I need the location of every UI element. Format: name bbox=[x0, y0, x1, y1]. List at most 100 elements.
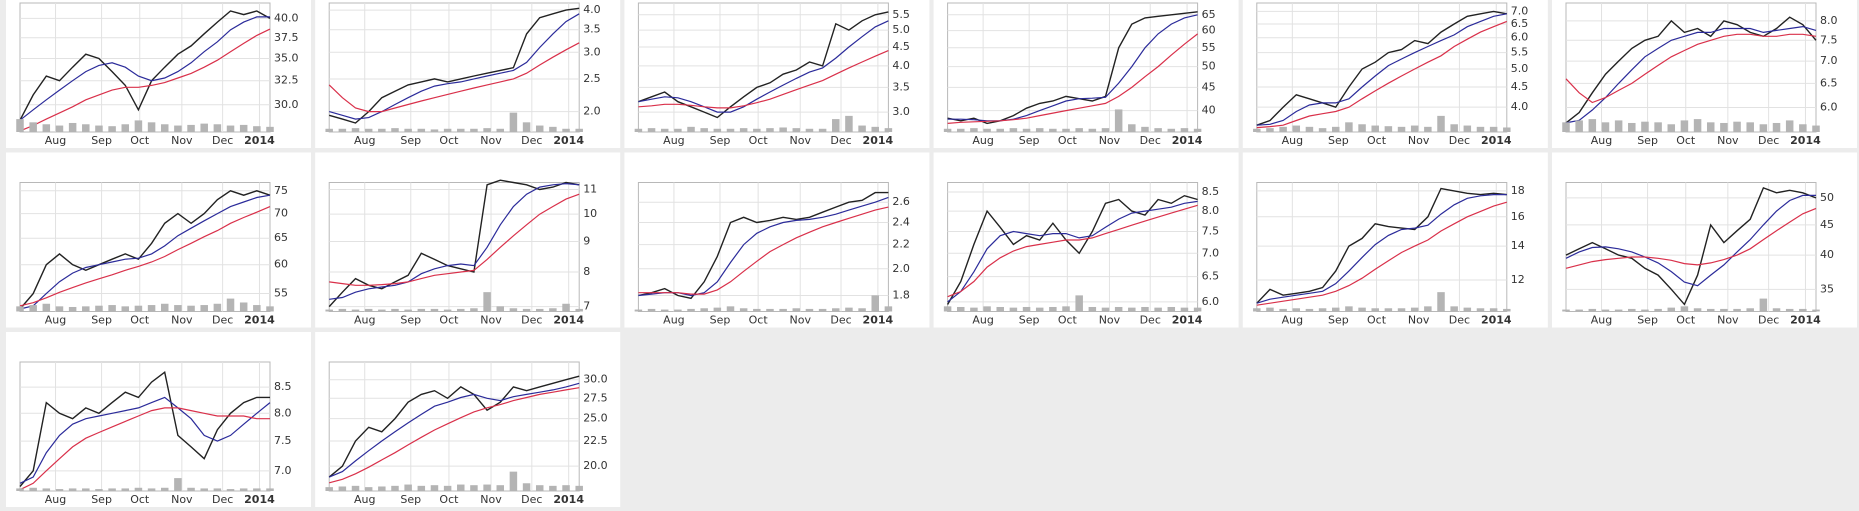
volume-bar bbox=[108, 126, 116, 132]
volume-bar bbox=[213, 488, 222, 491]
y-tick-label: 16 bbox=[1511, 210, 1525, 223]
stock-chart: 5.5 5.0 4.5 4.0 3.5 3.0 Aug Sep Oct Nov Dec 2014 bbox=[624, 0, 930, 148]
volume-bar bbox=[1154, 307, 1162, 312]
volume-bar bbox=[1253, 128, 1261, 132]
y-tick-label: 55 bbox=[274, 287, 288, 300]
x-tick-label: Oct bbox=[130, 134, 150, 147]
volume-bar bbox=[253, 305, 261, 312]
volume-bar bbox=[549, 485, 557, 491]
volume-bar bbox=[943, 306, 952, 312]
volume-bar bbox=[147, 305, 156, 312]
plot-area bbox=[328, 361, 580, 492]
y-tick-label: 7.0 bbox=[274, 464, 292, 477]
volume-bar bbox=[1489, 308, 1498, 312]
volume-bar bbox=[1180, 307, 1189, 312]
y-tick-label: 35 bbox=[1820, 282, 1834, 295]
moving-average bbox=[329, 13, 580, 120]
volume-bar bbox=[1397, 308, 1406, 312]
x-tick-label: Oct bbox=[749, 134, 769, 147]
stock-chart: 50 45 40 35 Aug Sep Oct Nov Dec 2014 bbox=[1552, 152, 1857, 328]
volume-bar bbox=[805, 308, 814, 312]
volume-bar bbox=[509, 112, 518, 132]
moving-average bbox=[638, 206, 889, 295]
volume-bar bbox=[884, 306, 893, 312]
volume-bar bbox=[1279, 126, 1287, 132]
volume-bar bbox=[832, 119, 840, 132]
volume-bar bbox=[1759, 298, 1768, 312]
price-line bbox=[638, 191, 889, 300]
volume-bar bbox=[970, 128, 978, 132]
volume-bar bbox=[253, 126, 261, 132]
y-tick-label: 75 bbox=[274, 184, 288, 197]
x-tick-label: 2014 bbox=[1790, 134, 1821, 147]
y-tick-label: 2.0 bbox=[583, 105, 601, 118]
volume-bar bbox=[55, 306, 64, 312]
x-tick-label: Nov bbox=[1408, 314, 1430, 327]
x-tick-label: 2014 bbox=[1790, 314, 1821, 327]
volume-bar bbox=[430, 129, 439, 132]
price-line bbox=[329, 7, 580, 124]
volume-bar bbox=[1075, 295, 1083, 312]
volume-bar bbox=[647, 308, 656, 312]
y-tick-label: 7.0 bbox=[1202, 246, 1220, 259]
x-tick-label: Oct bbox=[1367, 134, 1387, 147]
volume-bar bbox=[1746, 122, 1754, 132]
x-tick-label: Nov bbox=[1408, 134, 1430, 147]
stock-chart: 75 70 65 60 55 Aug Sep Oct Nov Dec 2014 bbox=[6, 152, 311, 328]
volume-bar bbox=[713, 128, 722, 132]
y-tick-label: 11 bbox=[583, 182, 597, 195]
x-tick-label: 2014 bbox=[244, 134, 275, 147]
volume-bar bbox=[364, 308, 373, 312]
volume-bar bbox=[1772, 122, 1781, 132]
volume-bar bbox=[845, 307, 853, 312]
volume-bar bbox=[1601, 122, 1610, 132]
moving-average bbox=[947, 204, 1198, 298]
volume-bar bbox=[1009, 307, 1018, 312]
x-tick-label: 2014 bbox=[863, 314, 894, 327]
volume-bar bbox=[404, 484, 412, 491]
moving-average bbox=[947, 33, 1198, 124]
price-line bbox=[1256, 10, 1507, 126]
moving-average bbox=[1256, 13, 1507, 126]
volume-bar bbox=[1463, 125, 1472, 132]
volume-bar bbox=[1088, 128, 1097, 132]
volume-bar bbox=[108, 488, 116, 491]
x-tick-label: 2014 bbox=[1172, 134, 1203, 147]
plot-area bbox=[1565, 2, 1817, 133]
volume-bar bbox=[121, 488, 130, 491]
volume-bar bbox=[884, 128, 893, 132]
volume-bar bbox=[417, 308, 426, 312]
volume-bar bbox=[753, 128, 761, 132]
price-line bbox=[946, 194, 1198, 305]
moving-average bbox=[19, 206, 271, 307]
volume-bar bbox=[575, 485, 583, 491]
volume-bar bbox=[522, 308, 531, 312]
volume-bar bbox=[1292, 308, 1301, 312]
volume-bar bbox=[1088, 306, 1097, 312]
volume-bar bbox=[443, 485, 452, 491]
volume-bar bbox=[364, 487, 373, 491]
y-tick-label: 6.0 bbox=[1820, 100, 1838, 113]
volume-bar bbox=[55, 489, 64, 491]
volume-bar bbox=[82, 124, 90, 132]
x-tick-label: Aug bbox=[45, 493, 66, 506]
volume-bar bbox=[213, 124, 222, 132]
moving-average bbox=[1565, 33, 1817, 104]
volume-bar bbox=[805, 128, 814, 132]
volume-bar bbox=[549, 126, 557, 132]
y-tick-label: 7.5 bbox=[274, 434, 292, 447]
volume-bar bbox=[1410, 307, 1419, 312]
volume-bar bbox=[1062, 128, 1070, 132]
volume-bar bbox=[160, 303, 169, 312]
y-tick-label: 2.0 bbox=[892, 262, 910, 275]
volume-bar bbox=[95, 125, 103, 132]
volume-bar bbox=[404, 128, 412, 132]
y-tick-label: 7 bbox=[583, 300, 590, 313]
y-tick-label: 40 bbox=[1202, 104, 1216, 117]
x-tick-label: Oct bbox=[749, 314, 769, 327]
volume-bar bbox=[1253, 308, 1261, 312]
plot-area bbox=[947, 2, 1199, 133]
y-tick-label: 40 bbox=[1820, 248, 1834, 261]
